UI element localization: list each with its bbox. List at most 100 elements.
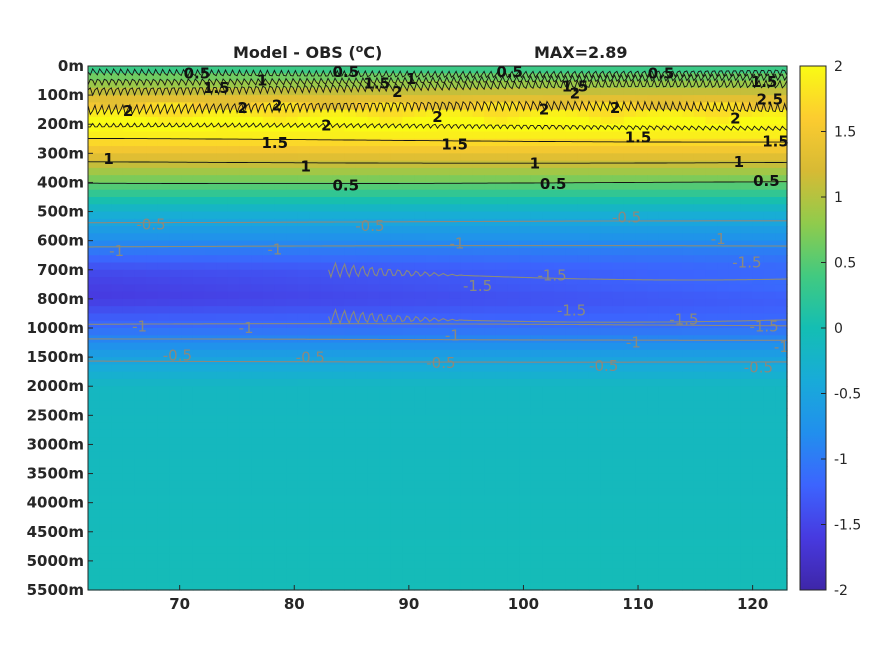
heatmap-cell [332, 240, 345, 249]
heatmap-cell [297, 124, 310, 133]
heatmap-cell [775, 546, 788, 555]
heatmap-cell [612, 422, 625, 431]
heatmap-cell [262, 247, 275, 256]
heatmap-cell [472, 517, 485, 526]
heatmap-cell [355, 153, 369, 162]
heatmap-cell [402, 240, 415, 249]
heatmap-cell [472, 444, 485, 453]
heatmap-cell [763, 80, 776, 89]
heatmap-cell [612, 568, 625, 577]
heatmap-cell [635, 371, 648, 380]
heatmap-cell [332, 197, 345, 205]
heatmap-cell [355, 80, 369, 89]
heatmap-cell [262, 291, 275, 300]
heatmap-cell [379, 524, 392, 533]
heatmap-cell [460, 371, 474, 380]
heatmap-cell [332, 400, 345, 409]
heatmap-cell [740, 167, 753, 176]
heatmap-cell [484, 277, 497, 285]
heatmap-cell [379, 357, 392, 365]
heatmap-cell [507, 509, 520, 518]
heatmap-cell [740, 182, 753, 191]
heatmap-cell [588, 146, 602, 154]
heatmap-cell [134, 575, 147, 584]
heatmap-cell [623, 342, 637, 351]
heatmap-cell [588, 473, 602, 482]
heatmap-cell [157, 582, 171, 591]
heatmap-cell [181, 422, 194, 431]
heatmap-cell [239, 211, 252, 220]
heatmap-cell [239, 80, 252, 89]
heatmap-cell [239, 277, 252, 285]
heatmap-cell [670, 451, 683, 460]
heatmap-cell [146, 167, 159, 176]
heatmap-cell [414, 160, 427, 169]
heatmap-cell [239, 131, 252, 140]
heatmap-cell [344, 277, 357, 285]
heatmap-cell [309, 95, 322, 103]
heatmap-cell [262, 408, 275, 416]
heatmap-cell [588, 386, 602, 395]
heatmap-cell [717, 502, 730, 511]
heatmap-cell [542, 73, 555, 82]
heatmap-cell [134, 298, 147, 307]
heatmap-cell [693, 313, 707, 322]
heatmap-cell [111, 80, 124, 89]
heatmap-cell [321, 255, 334, 264]
heatmap-cell [262, 451, 275, 460]
heatmap-cell [705, 480, 718, 489]
heatmap-cell [321, 415, 334, 424]
heatmap-cell [484, 109, 497, 118]
heatmap-cell [274, 560, 287, 569]
heatmap-cell [472, 306, 485, 315]
heatmap-cell [693, 211, 707, 220]
heatmap-cell [577, 422, 590, 431]
heatmap-cell [763, 335, 776, 344]
heatmap-cell [647, 146, 660, 154]
heatmap-cell [740, 342, 753, 351]
heatmap-cell [367, 480, 380, 489]
heatmap-cell [286, 459, 299, 467]
heatmap-cell [134, 73, 147, 82]
heatmap-cell [693, 378, 707, 387]
heatmap-cell [332, 233, 345, 242]
heatmap-cell [367, 582, 380, 591]
heatmap-cell [204, 211, 217, 220]
heatmap-cell [740, 371, 753, 380]
heatmap-cell [635, 502, 648, 511]
heatmap-cell [670, 138, 683, 147]
heatmap-cell [705, 182, 718, 191]
heatmap-cell [623, 429, 637, 438]
heatmap-cell [577, 466, 590, 475]
heatmap-cell [251, 546, 264, 555]
heatmap-cell [728, 378, 741, 387]
heatmap-cell [705, 408, 718, 416]
heatmap-cell [752, 539, 765, 547]
heatmap-cell [402, 378, 415, 387]
heatmap-cell [623, 284, 637, 293]
heatmap-cell [484, 408, 497, 416]
heatmap-cell [379, 262, 392, 271]
heatmap-cell [437, 328, 450, 336]
heatmap-cell [740, 291, 753, 300]
heatmap-cell [588, 349, 602, 358]
heatmap-cell [204, 153, 217, 162]
heatmap-cell [740, 437, 753, 446]
heatmap-cell [111, 269, 124, 278]
heatmap-cell [157, 116, 171, 125]
heatmap-cell [635, 116, 648, 125]
heatmap-cell [472, 575, 485, 584]
heatmap-cell [332, 495, 345, 504]
heatmap-cell [472, 582, 485, 591]
contour-label: 0.5 [496, 63, 523, 81]
heatmap-cell [216, 517, 229, 526]
heatmap-cell [297, 80, 310, 89]
heatmap-cell [775, 320, 788, 329]
heatmap-cell [146, 116, 159, 125]
heatmap-cell [728, 349, 741, 358]
heatmap-cell [169, 451, 182, 460]
heatmap-cell [99, 313, 112, 322]
heatmap-cell [763, 517, 776, 526]
heatmap-cell [647, 131, 660, 140]
heatmap-cell [775, 342, 788, 351]
